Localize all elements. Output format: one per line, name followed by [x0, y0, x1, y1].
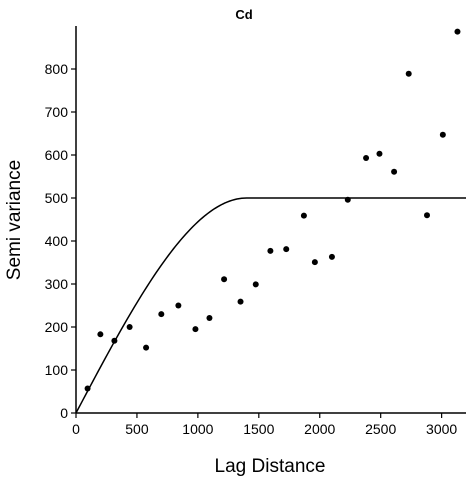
- data-point: [312, 259, 318, 265]
- x-axis-title: Lag Distance: [215, 456, 326, 477]
- data-point: [345, 197, 351, 203]
- y-tick-label: 400: [45, 233, 69, 249]
- y-tick-label: 700: [45, 104, 69, 120]
- y-tick-label: 600: [45, 147, 69, 163]
- y-tick-label: 800: [45, 61, 69, 77]
- y-tick-label: 100: [45, 362, 69, 378]
- data-point: [267, 248, 273, 254]
- data-point: [454, 29, 460, 35]
- data-point: [143, 345, 149, 351]
- data-point: [221, 276, 227, 282]
- y-tick-label: 200: [45, 319, 69, 335]
- data-point: [329, 254, 335, 260]
- y-tick-label: 0: [60, 405, 68, 421]
- data-point: [97, 331, 103, 337]
- data-point: [440, 132, 446, 138]
- data-point: [391, 169, 397, 175]
- y-tick-label: 500: [45, 190, 69, 206]
- data-point: [192, 326, 198, 332]
- data-point: [85, 385, 91, 391]
- data-point: [206, 315, 212, 321]
- x-tick-label: 1000: [182, 421, 213, 437]
- x-tick-label: 2500: [365, 421, 396, 437]
- data-point: [253, 281, 259, 287]
- data-point: [424, 212, 430, 218]
- data-point: [111, 338, 117, 344]
- y-tick-label: 300: [45, 276, 69, 292]
- x-tick-label: 0: [72, 421, 80, 437]
- data-point: [363, 155, 369, 161]
- data-point: [301, 213, 307, 219]
- data-point: [127, 324, 133, 330]
- x-tick-label: 1500: [243, 421, 274, 437]
- variogram-model-line: [76, 198, 466, 413]
- chart-title: Cd: [235, 7, 252, 22]
- data-point: [376, 151, 382, 157]
- x-tick-label: 2000: [304, 421, 335, 437]
- x-tick-label: 500: [125, 421, 149, 437]
- data-point: [406, 71, 412, 77]
- data-point: [238, 299, 244, 305]
- data-points: [85, 29, 461, 392]
- y-ticks: 0 100 200 300 400 500 600 700 800: [45, 61, 76, 421]
- data-point: [283, 246, 289, 252]
- x-ticks: 0 500 1000 1500 2000 2500 3000: [72, 413, 457, 437]
- x-tick-label: 3000: [426, 421, 457, 437]
- data-point: [158, 311, 164, 317]
- y-axis-title: Semi variance: [4, 160, 25, 280]
- data-point: [175, 303, 181, 309]
